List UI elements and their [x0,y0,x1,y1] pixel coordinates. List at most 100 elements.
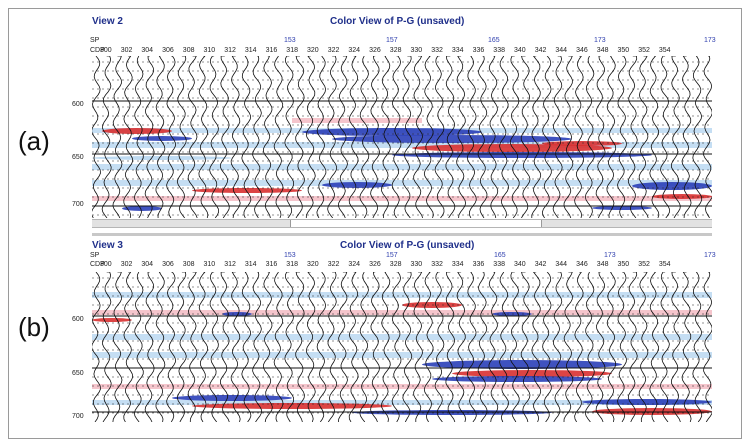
cdp-label: 304 [141,47,154,54]
sp-label: 165 [494,252,506,259]
cdp-label: 352 [638,261,650,268]
horizontal-scrollbar-a[interactable] [92,219,712,228]
cdp-label: 332 [431,47,443,54]
seismic-trace [531,272,542,422]
panel-label-b: (b) [18,312,50,342]
seismic-trace [531,56,542,218]
seismic-trace [552,56,563,218]
seismic-trace [391,56,402,218]
seismic-trace [445,272,456,422]
seismic-trace [112,272,123,422]
cdp-label: 314 [244,261,257,268]
amplitude-band [92,142,712,148]
seismic-trace [284,56,294,218]
amplitude-band [292,118,422,123]
sp-label: 153 [284,37,296,44]
sp-label: 153 [284,252,296,259]
sp-label: 173 [704,37,716,44]
cdp-tag-a: CDP [90,47,105,54]
seismic-trace [316,56,327,218]
cdp-label: 336 [472,261,485,268]
time-label: 700 [72,413,84,420]
seismic-trace [574,56,584,218]
seismic-trace [703,272,712,422]
seismic-trace [584,56,595,218]
cdp-label: 304 [141,261,154,268]
cdp-label: 312 [224,261,236,268]
seismic-trace [649,56,660,218]
seismic-trace [509,56,520,218]
seismic-trace [241,272,252,422]
cdp-label: 316 [265,261,278,268]
cdp-label: 344 [555,261,568,268]
time-label: 700 [72,201,84,208]
seismic-trace [305,272,316,422]
sp-label: 165 [488,37,500,44]
scrollbar-thumb-a[interactable] [290,220,542,227]
seismic-trace [445,56,456,218]
seismic-trace [92,272,101,422]
seismic-trace [499,272,509,422]
seismic-trace [359,56,370,218]
cdp-label: 308 [182,47,195,54]
seismic-trace [488,56,499,218]
seismic-trace [198,56,209,218]
cdp-label: 340 [514,47,526,54]
cdp-label: 354 [658,47,671,54]
seismic-section-a[interactable] [92,56,712,218]
seismic-trace [413,272,423,422]
cdp-label: 346 [576,261,588,268]
seismic-trace [273,272,284,422]
cdp-label: 346 [576,47,588,54]
seismic-trace [423,272,434,422]
seismic-trace [166,272,176,422]
amplitude-band [92,196,712,201]
seismic-trace [477,272,488,422]
cdp-label: 350 [617,47,630,54]
seismic-trace [574,272,584,422]
sp-tag-b: SP [90,252,100,259]
seismic-trace [295,56,305,218]
seismic-trace [101,56,112,218]
seismic-trace [155,56,166,218]
cdp-label: 328 [389,261,402,268]
seismic-trace [209,272,219,422]
cdp-label: 318 [286,47,298,54]
seismic-trace [252,272,262,422]
seismic-trace [230,56,241,218]
cdp-label: 332 [431,261,443,268]
seismic-trace [381,272,391,422]
seismic-trace [176,272,187,422]
amplitude-event [192,188,302,193]
cdp-label: 326 [369,47,381,54]
seismic-section-b[interactable] [92,272,712,422]
seismic-trace [638,272,649,422]
seismic-trace [338,272,348,422]
seismic-trace [541,56,552,218]
seismic-trace [681,272,692,422]
cdp-label: 300 [100,261,112,268]
sp-label: 173 [704,252,716,259]
seismic-trace [155,272,166,422]
seismic-trace [230,272,241,422]
amplitude-event [652,194,712,199]
seismic-trace [123,272,134,422]
cdp-label: 340 [514,261,526,268]
cdp-label: 354 [658,261,671,268]
cdp-label: 302 [120,47,133,54]
cdp-label: 324 [348,47,361,54]
amplitude-event [542,141,622,146]
seismic-trace [563,56,574,218]
cdp-label: 314 [244,47,257,54]
amplitude-band [92,164,712,170]
amplitude-band [92,310,712,315]
amplitude-event [422,360,622,369]
seismic-trace [112,56,123,218]
cdp-label: 338 [493,261,505,268]
seismic-trace [133,272,144,422]
view-separator[interactable] [92,233,712,236]
seismic-trace [423,56,434,218]
cdp-label: 352 [638,47,650,54]
seismic-trace [606,272,617,422]
cdp-label: 320 [307,47,319,54]
